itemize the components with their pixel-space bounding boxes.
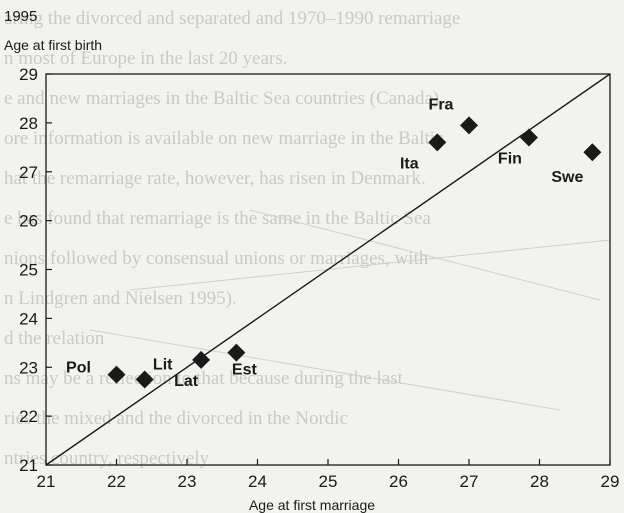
bleed-rule <box>129 239 611 291</box>
data-point-lat <box>192 350 211 369</box>
y-tick-label: 25 <box>19 261 38 280</box>
data-point-pol <box>107 365 126 384</box>
y-tick-label: 24 <box>19 309 38 328</box>
data-label-fin: Fin <box>498 151 522 168</box>
bleed-text-line: d the relation <box>4 328 105 349</box>
bleed-rule <box>249 209 601 301</box>
data-point-lit <box>135 370 154 389</box>
y-tick-label: 21 <box>19 456 38 475</box>
bleed-text-line: e has found that remarriage is the same … <box>4 208 431 229</box>
data-label-est: Est <box>232 362 258 379</box>
data-label-pol: Pol <box>66 360 91 377</box>
bleed-text-line: n Lindgren and Nielsen 1995). <box>4 288 237 309</box>
data-label-ita: Ita <box>400 155 419 172</box>
data-label-lit: Lit <box>153 356 173 373</box>
bleed-text-line: e and new marriages in the Baltic Sea co… <box>4 88 439 109</box>
bleed-text-line: hat the remarriage rate, however, has ri… <box>4 168 426 189</box>
diagonal-reference-line <box>45 73 611 466</box>
y-axis-label: Age at first birth <box>4 37 103 53</box>
x-tick-label: 22 <box>107 472 126 491</box>
x-tick-label: 23 <box>178 472 197 491</box>
y-tick-label: 23 <box>19 358 38 377</box>
y-tick-label: 26 <box>19 212 38 231</box>
x-tick-label: 27 <box>460 472 479 491</box>
bleed-text-line: ore information is available on new marr… <box>4 128 444 149</box>
bleed-text-line: n most of Europe in the last 20 years. <box>4 48 287 69</box>
data-point-ita <box>428 133 447 152</box>
x-axis-label: Age at first marriage <box>248 497 376 513</box>
bleed-text-line: ries the mixed and the divorced in the N… <box>4 408 348 429</box>
x-tick-label: 25 <box>319 472 338 491</box>
y-tick-label: 22 <box>19 407 38 426</box>
data-point-fin <box>519 128 538 147</box>
x-tick-label: 29 <box>601 472 620 491</box>
y-tick-label: 27 <box>19 163 38 182</box>
chart-year-label: 1995 <box>4 8 38 25</box>
x-tick-label: 26 <box>389 472 408 491</box>
x-tick-label: 28 <box>530 472 549 491</box>
bleed-text-line: aring the divorced and separated and 197… <box>4 8 460 29</box>
data-label-lat: Lat <box>174 373 199 390</box>
y-tick-label: 28 <box>19 114 38 133</box>
bleed-text-line: ntries country, respectively <box>4 448 210 469</box>
data-point-fra <box>460 116 478 135</box>
data-point-swe <box>583 143 602 162</box>
x-tick-label: 24 <box>248 472 267 491</box>
data-label-fra: Fra <box>429 96 454 113</box>
bleed-text-line: nions followed by consensual unions or m… <box>4 248 429 269</box>
data-point-est <box>227 343 246 362</box>
y-tick-label: 29 <box>19 65 38 84</box>
x-tick-label: 21 <box>37 472 56 491</box>
bleed-rule <box>89 329 561 411</box>
data-label-swe: Swe <box>551 169 583 186</box>
bleed-text-line: ns may be a reflection to that because d… <box>4 368 404 389</box>
